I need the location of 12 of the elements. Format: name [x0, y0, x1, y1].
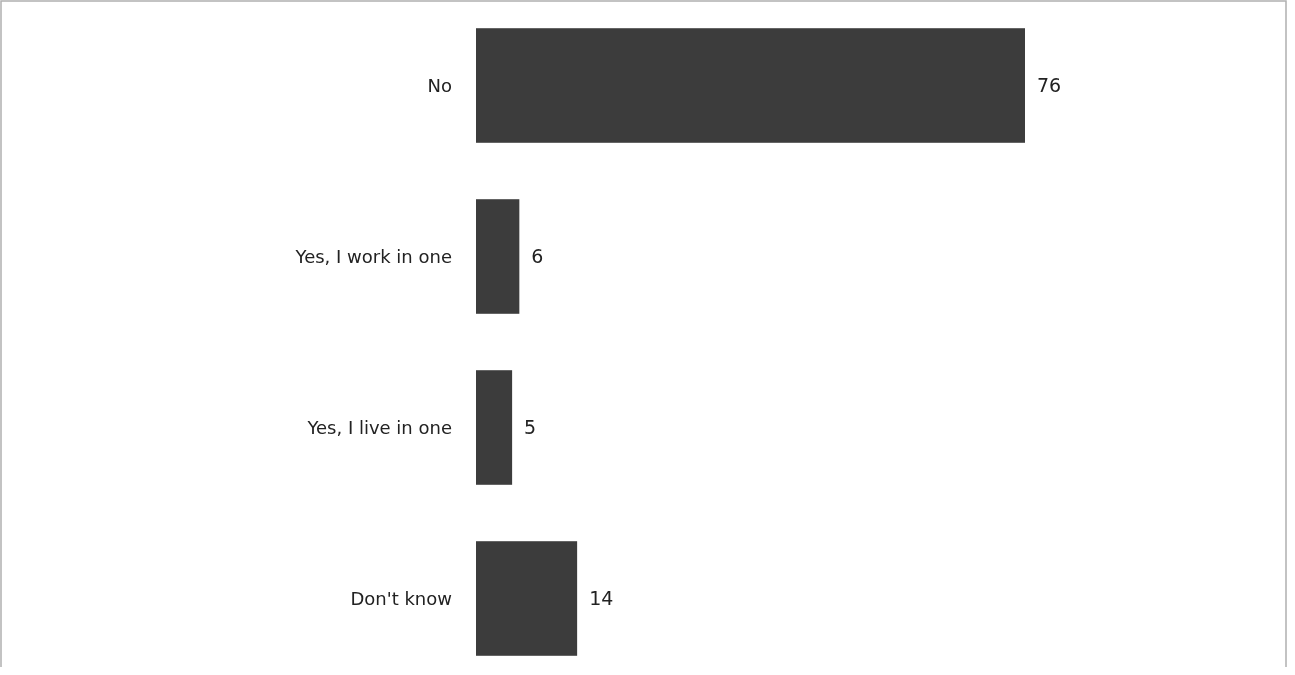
data-label: 6	[531, 245, 544, 268]
y-tick-label: Yes, I live in one	[306, 416, 452, 438]
bar	[476, 370, 513, 485]
bar	[476, 541, 578, 656]
data-label: 76	[1037, 74, 1062, 97]
y-tick-label: Yes, I work in one	[294, 245, 452, 267]
y-tick-label: No	[427, 74, 452, 96]
y-tick-label: Don't know	[350, 587, 452, 609]
data-label: 14	[589, 587, 614, 610]
data-label: 5	[524, 416, 537, 439]
bar	[476, 199, 520, 314]
bar	[476, 28, 1025, 143]
